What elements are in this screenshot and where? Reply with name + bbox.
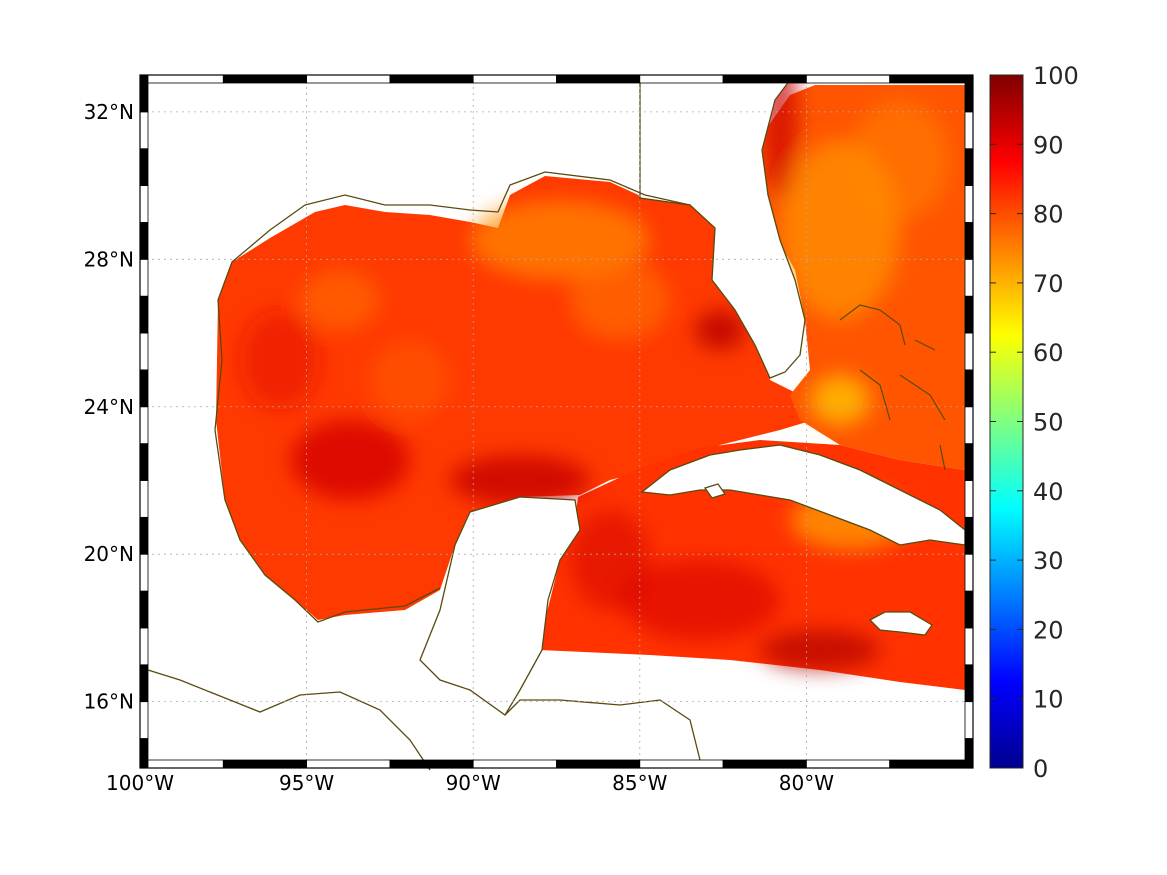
lat-tick-label: 24°N [84, 395, 134, 419]
colorbar-tick-label: 60 [1033, 339, 1064, 367]
colorbar-ticks: 0 10 20 30 40 50 60 70 80 90 100 [990, 62, 1079, 783]
island-land [703, 483, 727, 499]
frame-segment-top [222, 74, 308, 84]
colorbar-tick-label: 10 [1033, 686, 1064, 714]
land [419, 82, 966, 716]
grid [139, 75, 973, 768]
frame-segment-top [639, 74, 724, 84]
frame-segment-bottom [472, 759, 557, 769]
colorbar-tick-label: 20 [1033, 616, 1064, 644]
frame-segment-left [139, 222, 149, 260]
frame-segment-right [964, 627, 974, 666]
frame-segment-top [306, 74, 391, 84]
frame-segment-left [139, 590, 149, 629]
data-field [216, 82, 965, 690]
lon-tick-label: 80°W [779, 771, 834, 795]
honduras-coastline [504, 699, 701, 761]
frame-segment-top [722, 74, 807, 84]
lat-tick-labels: 32°N 28°N 24°N 20°N 16°N [84, 100, 134, 714]
frame-segment-right [964, 406, 974, 445]
lon-tick-label: 100°W [106, 771, 174, 795]
frame-segment-bottom [139, 759, 224, 769]
lon-tick-labels: 100°W 95°W 90°W 85°W 80°W [106, 771, 834, 795]
frame-segment-bottom [389, 759, 474, 769]
frame-segment-left [139, 738, 149, 769]
frame-segment-right [964, 480, 974, 518]
frame-segment-bottom [222, 759, 308, 769]
frame-segment-bottom [639, 759, 724, 769]
frame-segment-top [806, 74, 891, 84]
colorbar-tick-label: 90 [1033, 131, 1064, 159]
lon-tick-label: 85°W [612, 771, 667, 795]
frame-segment-top [556, 74, 641, 84]
colorbar-tick-label: 0 [1033, 755, 1048, 783]
lat-tick-label: 32°N [84, 100, 134, 124]
frame-segment-left [139, 148, 149, 186]
frame-segment-bottom [889, 759, 974, 769]
frame-segment-left [139, 74, 149, 113]
frame-segment-right [964, 185, 974, 223]
gulf-coastline [214, 171, 691, 623]
frame-segment-left [139, 295, 149, 334]
frame-segment-left [139, 258, 149, 297]
colorbar-tick-label: 80 [1033, 201, 1064, 229]
frame-segment-bottom [556, 759, 641, 769]
frame-segment-left [139, 480, 149, 518]
frame-segment-right [964, 148, 974, 186]
frame-segment-left [139, 701, 149, 739]
frame-outline [139, 74, 974, 769]
florida-land [639, 82, 806, 379]
lat-tick-label: 16°N [84, 690, 134, 714]
frame-segment-top [472, 74, 557, 84]
frame-segment-right [964, 553, 974, 592]
frame-segment-left [139, 553, 149, 592]
frame-segment-right [964, 369, 974, 408]
colorbar-tick-label: 100 [1033, 62, 1079, 90]
yucatan-land [419, 496, 581, 716]
frame-segment-left [139, 627, 149, 666]
frame-segment-left [139, 443, 149, 481]
colorbar-tick-label: 70 [1033, 270, 1064, 298]
frame-segment-right [964, 258, 974, 297]
bahamas [839, 304, 946, 471]
frame-segment-right [964, 295, 974, 334]
colorbar-tick-label: 40 [1033, 478, 1064, 506]
frame-segment-bottom [806, 759, 891, 769]
jamaica-land [868, 611, 933, 636]
lon-tick-label: 95°W [279, 771, 334, 795]
colorbar-tick-label: 30 [1033, 547, 1064, 575]
frame-segment-right [964, 74, 974, 113]
frame-segment-bottom [306, 759, 391, 769]
frame-segment-top [889, 74, 974, 84]
frame-segment-right [964, 701, 974, 739]
lat-tick-label: 28°N [84, 247, 134, 271]
frame-segment-right [964, 332, 974, 371]
frame-segment-left [139, 332, 149, 371]
map-frame [139, 74, 974, 769]
frame-segment-left [139, 369, 149, 408]
colorbar: 0 10 20 30 40 50 60 70 80 90 100 [989, 62, 1079, 783]
colorbar-tick-label: 50 [1033, 409, 1064, 437]
field-variation [240, 82, 950, 670]
frame-segment-left [139, 516, 149, 555]
frame-segment-right [964, 516, 974, 555]
frame-segment-left [139, 185, 149, 223]
frame-segment-top [139, 74, 224, 84]
frame-segment-right [964, 222, 974, 260]
frame-segment-right [964, 738, 974, 769]
lon-tick-label: 90°W [446, 771, 501, 795]
central-america-coastline [147, 669, 431, 771]
frame-segment-right [964, 111, 974, 150]
frame-segment-bottom [722, 759, 807, 769]
frame-segment-left [139, 111, 149, 150]
frame-segment-left [139, 406, 149, 445]
frame-segment-left [139, 664, 149, 703]
frame-segment-right [964, 443, 974, 481]
lat-tick-label: 20°N [84, 542, 134, 566]
frame-segment-right [964, 664, 974, 703]
frame-segment-right [964, 590, 974, 629]
frame-segment-top [389, 74, 474, 84]
